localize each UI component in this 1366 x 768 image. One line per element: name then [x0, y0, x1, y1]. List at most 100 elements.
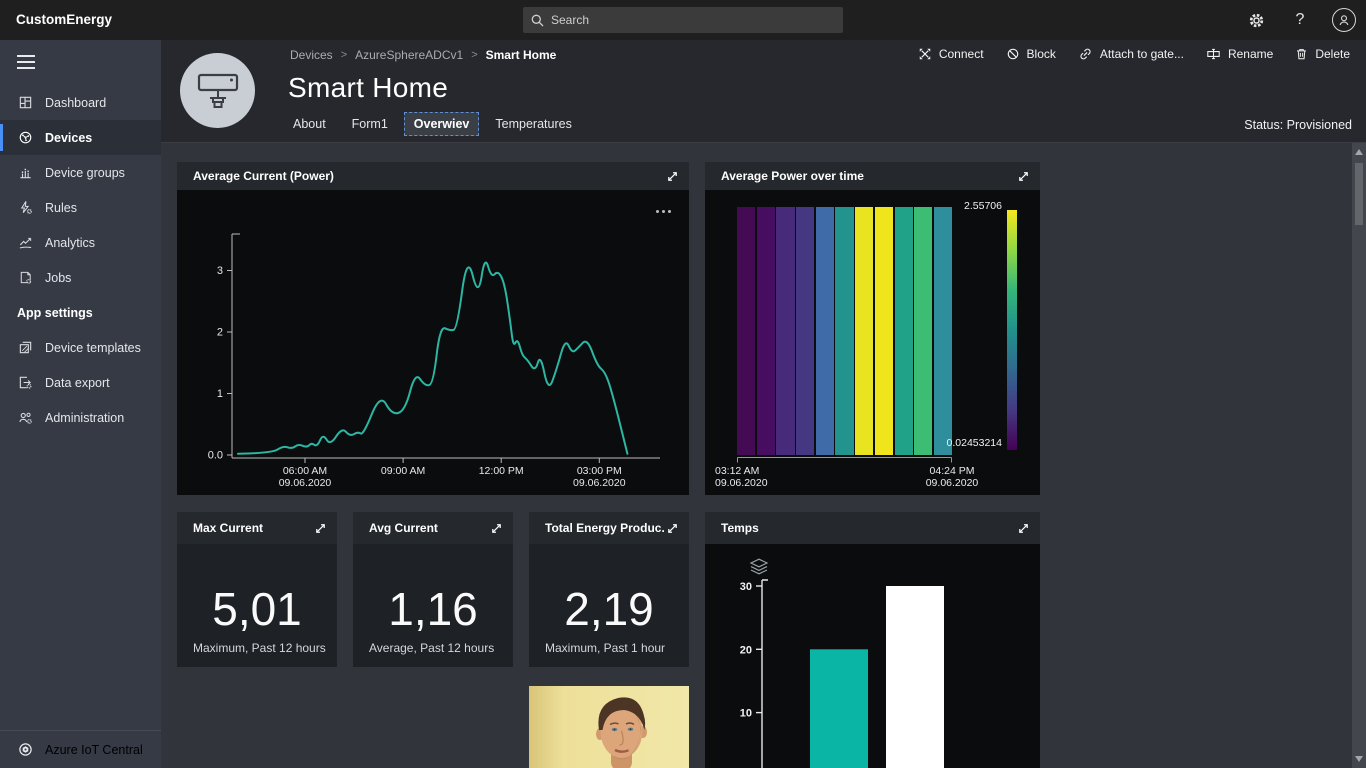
tile-header: Average Power over time [705, 162, 1040, 190]
tile-average-current-power: Average Current (Power) 3 2 1 0.0 06:00 AM 09… [177, 162, 689, 495]
search-icon [531, 14, 544, 26]
kpi-body: 5,01 Maximum, Past 12 hours [177, 544, 337, 667]
data-export-icon [17, 375, 33, 391]
rules-icon [17, 200, 33, 216]
svg-text:0.0: 0.0 [208, 450, 223, 462]
tab-form1[interactable]: Form1 [351, 117, 388, 131]
search-input[interactable] [551, 13, 835, 27]
portrait-painting-image [529, 686, 689, 768]
device-groups-icon [17, 165, 33, 181]
sidebar-item-dashboard[interactable]: Dashboard [0, 85, 161, 120]
expand-icon[interactable] [1016, 169, 1030, 183]
rename-button[interactable]: Rename [1206, 47, 1273, 61]
command-label: Connect [938, 47, 984, 61]
vertical-scrollbar[interactable] [1352, 143, 1366, 768]
user-avatar[interactable] [1332, 8, 1356, 32]
svg-text:06:00 AM: 06:00 AM [283, 465, 327, 477]
device-icon [197, 73, 238, 108]
breadcrumb-template[interactable]: AzureSphereADCv1 [355, 48, 464, 62]
tab-about[interactable]: About [293, 117, 326, 131]
heatmap-column [914, 207, 933, 455]
connect-button[interactable]: Connect [918, 47, 984, 61]
heatmap-column [933, 207, 953, 455]
chart-options-menu-icon[interactable] [656, 210, 671, 213]
device-avatar [180, 53, 255, 128]
dashboard-icon [17, 95, 33, 111]
sidebar-item-label: Administration [45, 410, 125, 425]
scrollbar-thumb[interactable] [1355, 163, 1363, 225]
expand-icon[interactable] [1016, 521, 1030, 535]
tile-title: Avg Current [369, 521, 438, 535]
sidebar-footer-azure-iot-central[interactable]: Azure IoT Central [0, 730, 161, 768]
sidebar-item-analytics[interactable]: Analytics [0, 225, 161, 260]
block-icon [1007, 48, 1018, 60]
heatmap-area: 03:12 AM 09.06.2020 04:24 PM 09.06.2020 … [705, 190, 1040, 495]
chevron-right-icon: > [471, 49, 478, 61]
breadcrumb-devices[interactable]: Devices [290, 48, 333, 62]
delete-button[interactable]: Delete [1295, 47, 1350, 61]
page-title: Smart Home [288, 72, 449, 103]
kpi-value: 5,01 [212, 583, 302, 635]
sidebar-item-device-templates[interactable]: Device templates [0, 330, 161, 365]
expand-icon[interactable] [489, 521, 503, 535]
tile-max-current: Max Current 5,01 Maximum, Past 12 hours [177, 512, 337, 667]
device-tabs: About Form1 Overwiev Temperatures [283, 112, 582, 136]
sidebar-item-label: Rules [45, 200, 77, 215]
sidebar-item-device-groups[interactable]: Device groups [0, 155, 161, 190]
heatmap-x-start-label: 03:12 AM 09.06.2020 [715, 465, 768, 489]
rename-icon [1207, 48, 1220, 60]
expand-icon[interactable] [665, 521, 679, 535]
heatmap-axis-bracket [737, 457, 952, 463]
device-page-header: Devices > AzureSphereADCv1 > Smart Home … [161, 40, 1366, 143]
bar-chart-area: 30 20 10 [705, 544, 1040, 768]
dashboard-content: Average Current (Power) 3 2 1 0.0 06:00 AM 09… [161, 143, 1366, 768]
layers-icon[interactable] [749, 558, 769, 575]
kpi-value: 1,16 [388, 583, 478, 635]
scroll-up-arrow-icon[interactable] [1352, 145, 1366, 159]
tile-title: Max Current [193, 521, 264, 535]
colorbar-max-label: 2.55706 [964, 200, 1002, 212]
expand-icon[interactable] [665, 169, 679, 183]
kpi-body: 1,16 Average, Past 12 hours [353, 544, 513, 667]
menu-toggle-icon[interactable] [0, 40, 161, 69]
command-label: Block [1026, 47, 1056, 61]
heatmap-columns [737, 207, 953, 455]
tab-temperatures[interactable]: Temperatures [495, 117, 572, 131]
sidebar-item-administration[interactable]: Administration [0, 400, 161, 435]
svg-text:09:00 AM: 09:00 AM [381, 465, 425, 477]
search-box[interactable] [523, 7, 843, 33]
administration-icon [17, 410, 33, 426]
tile-title: Temps [721, 521, 759, 535]
tile-header: Total Energy Produc... [529, 512, 689, 544]
scroll-down-arrow-icon[interactable] [1352, 752, 1366, 766]
settings-gear-icon[interactable] [1244, 8, 1268, 32]
block-button[interactable]: Block [1006, 47, 1056, 61]
analytics-icon [17, 235, 33, 251]
help-icon[interactable]: ? [1295, 11, 1305, 28]
heatmap-column [835, 207, 854, 455]
sidebar-item-data-export[interactable]: Data export [0, 365, 161, 400]
sidebar-item-jobs[interactable]: Jobs [0, 260, 161, 295]
command-label: Rename [1227, 47, 1274, 61]
expand-icon[interactable] [313, 521, 327, 535]
jobs-icon [17, 270, 33, 286]
tile-average-power-over-time: Average Power over time 03:12 AM 09.06.2… [705, 162, 1040, 495]
kpi-caption: Maximum, Past 1 hour [545, 641, 666, 655]
kpi-caption: Maximum, Past 12 hours [193, 641, 326, 655]
heatmap-x-end-label: 04:24 PM 09.06.2020 [925, 465, 979, 489]
heatmap-colorbar [1007, 210, 1017, 450]
tab-overwiev[interactable]: Overwiev [403, 112, 480, 136]
kpi-caption: Average, Past 12 hours [369, 641, 495, 655]
svg-text:12:00 PM: 12:00 PM [479, 465, 524, 477]
svg-text:09.06.2020: 09.06.2020 [279, 477, 332, 489]
attach-to-gateway-button[interactable]: Attach to gate... [1078, 47, 1184, 61]
sidebar-item-label: Device templates [45, 340, 141, 355]
sidebar-item-devices[interactable]: Devices [0, 120, 161, 155]
heatmap-column [776, 207, 795, 455]
status-badge: Status: Provisioned [1244, 118, 1352, 132]
command-label: Delete [1315, 47, 1350, 61]
svg-text:03:00 PM: 03:00 PM [577, 465, 622, 477]
heatmap-column [737, 207, 756, 455]
sidebar-item-rules[interactable]: Rules [0, 190, 161, 225]
